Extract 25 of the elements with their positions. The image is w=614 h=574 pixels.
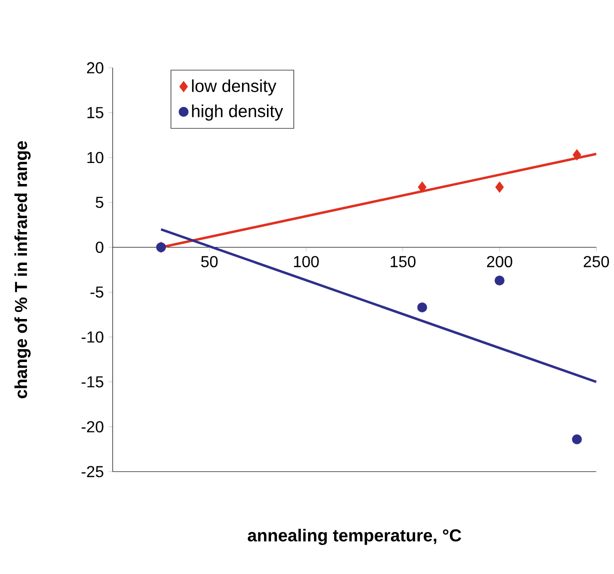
y-tick-label: -10: [82, 331, 104, 343]
point: [572, 149, 582, 160]
y-tick-label: -20: [82, 420, 104, 432]
x-tick-label: 100: [294, 256, 319, 268]
y-tick-label: 20: [87, 62, 104, 74]
y-tick-label: -25: [82, 466, 104, 478]
point: [572, 434, 582, 444]
legend-label: high density: [192, 104, 284, 121]
y-tick-label: -5: [90, 286, 104, 298]
point: [418, 181, 426, 193]
x-tick-label: 150: [390, 256, 416, 268]
point: [417, 302, 428, 312]
x-tick-label: 50: [201, 256, 218, 268]
y-tick-label: 5: [96, 196, 104, 208]
y-tick-label: 10: [87, 152, 104, 164]
y-tick-label: 15: [87, 106, 104, 118]
x-tick-label: 200: [487, 256, 512, 268]
x-tick-label: 250: [584, 256, 609, 268]
y-axis-title: change of % T in infrared range: [14, 140, 31, 398]
y-tick-label: -15: [82, 376, 104, 388]
legend-label: low density: [192, 79, 276, 96]
y-tick-label: 0: [96, 241, 104, 253]
x-axis-title: annealing temperature, °C: [248, 528, 462, 545]
point: [495, 181, 504, 193]
point: [494, 275, 504, 286]
